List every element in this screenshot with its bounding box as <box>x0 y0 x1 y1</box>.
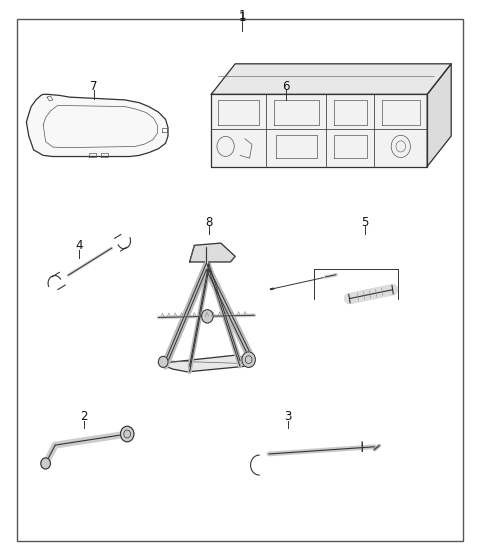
Text: 3: 3 <box>284 410 292 423</box>
Text: 8: 8 <box>205 215 213 229</box>
Circle shape <box>120 426 134 442</box>
Text: 1: 1 <box>239 11 246 24</box>
Polygon shape <box>211 94 427 166</box>
Text: 6: 6 <box>282 79 289 93</box>
Polygon shape <box>158 355 250 372</box>
Text: 4: 4 <box>75 239 83 252</box>
Text: 2: 2 <box>80 410 88 423</box>
Text: 1: 1 <box>239 9 246 22</box>
Circle shape <box>41 458 50 469</box>
Polygon shape <box>190 243 235 262</box>
Circle shape <box>202 310 213 323</box>
Text: 5: 5 <box>361 215 369 229</box>
Circle shape <box>242 352 255 367</box>
Polygon shape <box>427 64 451 166</box>
Polygon shape <box>26 94 168 157</box>
Circle shape <box>158 356 168 367</box>
Polygon shape <box>211 64 451 94</box>
Text: 7: 7 <box>90 79 97 93</box>
